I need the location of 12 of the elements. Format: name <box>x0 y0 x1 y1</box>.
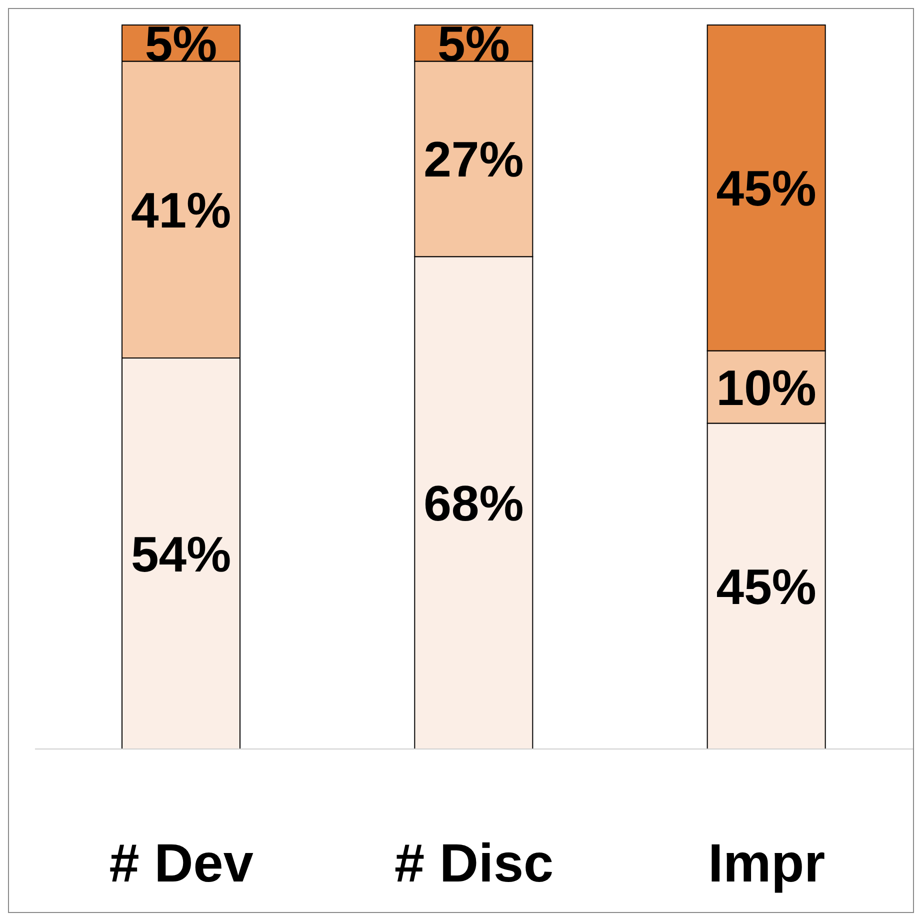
data-label: 45% <box>716 160 816 217</box>
data-label: 27% <box>424 132 524 188</box>
data-label: 10% <box>716 360 816 416</box>
data-label: 54% <box>130 526 232 582</box>
x-tick-label: # Disc <box>394 833 554 894</box>
data-label: 45% <box>716 558 816 615</box>
x-tick-label: # Dev <box>109 833 254 894</box>
data-label: 5% <box>144 16 218 72</box>
data-label: 68% <box>424 476 524 532</box>
data-label: 5% <box>438 16 510 72</box>
x-tick-label: Impr <box>708 833 826 894</box>
data-label: 41% <box>130 182 232 238</box>
